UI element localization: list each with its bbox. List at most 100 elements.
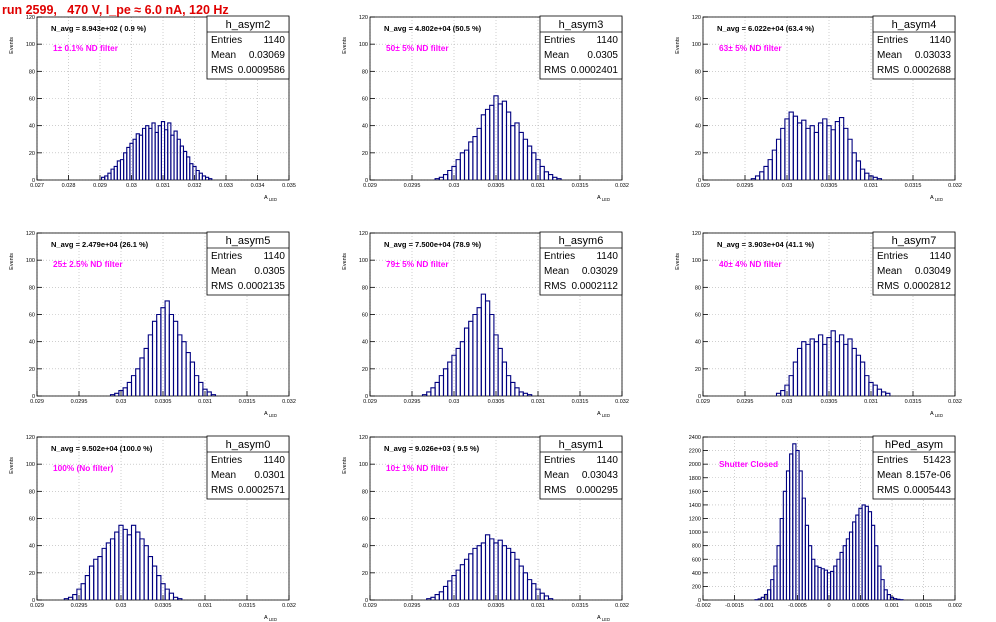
x-tick-label: 0.0315 bbox=[572, 183, 589, 189]
histogram-bin bbox=[855, 354, 862, 396]
stats-label-rms: RMS bbox=[211, 281, 234, 292]
stats-label-rms: RMS bbox=[877, 281, 900, 292]
y-tick-label: 60 bbox=[29, 97, 35, 103]
x-tick-label: 0.03 bbox=[116, 603, 127, 609]
x-tick-label: 0.0315 bbox=[905, 183, 922, 189]
histogram-bin bbox=[497, 103, 503, 180]
x-tick-label: 0.032 bbox=[948, 399, 962, 405]
histogram-bin bbox=[455, 347, 461, 396]
histogram-bin bbox=[759, 171, 765, 180]
histogram-bin bbox=[775, 392, 782, 396]
histogram-bin bbox=[151, 320, 158, 396]
y-tick-label: 20 bbox=[29, 367, 35, 373]
histogram-bin bbox=[438, 591, 445, 600]
y-axis-label: Events bbox=[675, 37, 681, 54]
x-tick-label: 0.0305 bbox=[488, 399, 505, 405]
histogram-bin bbox=[67, 596, 74, 600]
histogram-bin bbox=[72, 594, 78, 600]
histogram-bin bbox=[185, 351, 191, 396]
histogram-bin bbox=[847, 338, 853, 396]
x-axis-label-subscript: LED bbox=[268, 197, 277, 202]
x-tick-label: 0.027 bbox=[30, 183, 44, 189]
histogram-bin bbox=[539, 165, 545, 180]
x-axis-label-subscript: LED bbox=[934, 413, 943, 418]
stats-label-rms: RMS bbox=[877, 65, 900, 76]
histogram-bin bbox=[505, 111, 512, 180]
y-tick-label: 1600 bbox=[689, 489, 701, 495]
y-tick-label: 120 bbox=[359, 15, 368, 21]
x-axis-label-subscript: LED bbox=[601, 413, 610, 418]
x-axis-label: A LED bbox=[597, 195, 610, 202]
plot-frame bbox=[702, 232, 956, 397]
histogram-bin bbox=[796, 347, 803, 396]
stats-label-entries: Entries bbox=[544, 251, 575, 262]
histogram-bin bbox=[518, 565, 524, 600]
histogram-bin bbox=[447, 361, 453, 396]
histogram-bin bbox=[830, 330, 836, 396]
histogram-bin bbox=[177, 598, 183, 600]
x-axis-label: A LED bbox=[264, 195, 277, 202]
plot-frame bbox=[702, 436, 956, 601]
y-tick-label: 40 bbox=[362, 544, 368, 550]
x-tick-label: 0.0305 bbox=[488, 183, 505, 189]
histogram-bin bbox=[206, 391, 212, 396]
stats-label-entries: Entries bbox=[211, 35, 242, 46]
stats-label-mean: Mean bbox=[877, 266, 902, 277]
y-tick-label: 0 bbox=[32, 394, 35, 400]
y-tick-label: 0 bbox=[698, 598, 701, 604]
y-tick-label: 100 bbox=[359, 462, 368, 468]
histogram-bin bbox=[130, 524, 137, 600]
histogram-bin bbox=[780, 127, 786, 180]
stats-value-entries: 1140 bbox=[596, 455, 618, 466]
x-axis-label-subscript: LED bbox=[601, 617, 610, 622]
histogram-bin bbox=[168, 592, 175, 600]
histogram-bin bbox=[872, 384, 878, 396]
stats-label-mean: Mean bbox=[544, 470, 569, 481]
histogram-bin bbox=[455, 159, 461, 180]
histogram-bin bbox=[480, 542, 487, 600]
navg-header: N_avg = 6.022e+04 (63.4 %) bbox=[717, 24, 815, 33]
y-tick-label: 60 bbox=[362, 517, 368, 523]
stats-box bbox=[206, 15, 290, 80]
y-axis-label: Events bbox=[342, 253, 348, 270]
histogram-bin bbox=[459, 564, 466, 600]
histogram-bin bbox=[801, 119, 807, 180]
x-tick-label: 0.0315 bbox=[239, 399, 256, 405]
x-tick-label: 0.0295 bbox=[737, 399, 754, 405]
histogram-bin bbox=[151, 565, 158, 600]
histogram-panel-h_asym0: 0.029 0.0295 0.03 0.0305 0.031 0.0315 0.032 0 20… bbox=[9, 435, 296, 622]
x-tick-label: 0.03 bbox=[782, 399, 793, 405]
y-axis-label: Events bbox=[675, 253, 681, 270]
histogram-bin bbox=[198, 381, 204, 396]
y-tick-label: 1400 bbox=[689, 503, 701, 509]
histogram-bin bbox=[442, 368, 449, 396]
histogram-bin bbox=[531, 583, 537, 600]
histogram-bin bbox=[788, 375, 794, 396]
x-tick-label: 0.0295 bbox=[404, 603, 421, 609]
histogram-bin bbox=[114, 392, 120, 396]
x-axis-label: A LED bbox=[264, 411, 277, 418]
histogram-bin bbox=[434, 594, 440, 600]
y-tick-label: 20 bbox=[362, 151, 368, 157]
stats-box bbox=[206, 435, 290, 500]
histogram-bin bbox=[463, 327, 470, 396]
x-tick-label: 0.0295 bbox=[71, 399, 88, 405]
plot-frame bbox=[369, 16, 623, 181]
navg-header: N_avg = 2.479e+04 (26.1 %) bbox=[51, 240, 149, 249]
x-tick-label: 0.031 bbox=[864, 183, 878, 189]
y-tick-label: 200 bbox=[692, 584, 701, 590]
histogram-bin bbox=[514, 387, 520, 396]
stats-value-mean: 0.0301 bbox=[254, 470, 285, 481]
y-axis-label: Events bbox=[342, 37, 348, 54]
x-tick-label: 0.031 bbox=[864, 399, 878, 405]
stats-value-mean: 0.03049 bbox=[915, 266, 952, 277]
x-tick-label: 0.028 bbox=[62, 183, 76, 189]
histogram-bin bbox=[805, 127, 811, 180]
y-tick-label: 80 bbox=[29, 285, 35, 291]
histogram-bin bbox=[80, 583, 86, 600]
x-axis-label-subscript: LED bbox=[601, 197, 610, 202]
histogram-bin bbox=[426, 391, 432, 396]
histogram-bin bbox=[497, 347, 503, 396]
histogram-bin bbox=[771, 149, 778, 180]
histogram-bin bbox=[164, 300, 170, 396]
